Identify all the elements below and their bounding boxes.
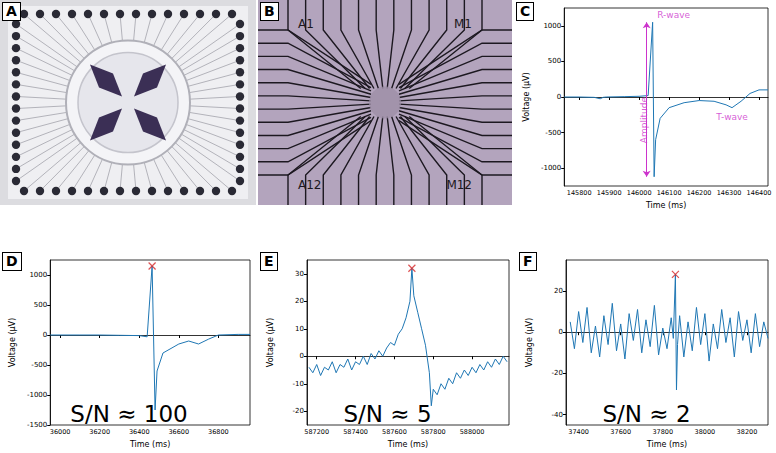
svg-text:146200: 146200 [687,189,712,197]
svg-text:M1: M1 [454,17,472,31]
svg-text:Voltage (μV): Voltage (μV) [8,318,17,367]
html-text:E: E [264,253,274,269]
svg-text:36600: 36600 [168,428,189,436]
svg-text:Voltage (μV): Voltage (μV) [522,72,531,121]
svg-text:38200: 38200 [737,428,758,436]
html-text:F: F [523,253,533,269]
svg-text:36400: 36400 [129,428,150,436]
svg-text:S/N ≈ 5: S/N ≈ 5 [343,401,431,427]
svg-text:1000: 1000 [29,271,47,279]
svg-text:-10: -10 [293,380,304,388]
svg-text:36200: 36200 [89,428,110,436]
svg-text:R-wave: R-wave [657,10,690,20]
svg-text:Time (ms): Time (ms) [129,440,170,449]
svg-text:37600: 37600 [610,428,631,436]
html-text:B: B [264,3,275,19]
svg-text:1000: 1000 [543,22,561,30]
html-text:A: A [6,3,17,19]
svg-text:S/N ≈ 100: S/N ≈ 100 [70,401,187,427]
svg-text:587800: 587800 [421,428,446,436]
svg-text:-500: -500 [545,129,561,137]
svg-text:37800: 37800 [652,428,673,436]
svg-text:-20: -20 [552,369,563,377]
svg-text:Amplitude: Amplitude [639,97,649,144]
svg-text:Time (ms): Time (ms) [645,201,686,210]
svg-text:588000: 588000 [460,428,485,436]
svg-text:37400: 37400 [568,428,589,436]
svg-text:Time (ms): Time (ms) [646,440,687,449]
svg-text:T-wave: T-wave [715,112,748,122]
svg-text:587400: 587400 [343,428,368,436]
svg-text:A1: A1 [298,17,314,31]
svg-text:-1500: -1500 [27,421,47,429]
svg-text:0: 0 [557,93,561,101]
svg-text:0: 0 [559,328,563,336]
html-text:D: D [6,253,18,269]
svg-text:146100: 146100 [657,189,682,197]
svg-text:0: 0 [43,331,47,339]
svg-text:146000: 146000 [627,189,652,197]
html-text:C: C [520,3,531,19]
svg-text:500: 500 [34,301,47,309]
svg-text:Time (ms): Time (ms) [387,440,428,449]
svg-text:145900: 145900 [597,189,622,197]
svg-text:20: 20 [554,287,563,295]
svg-text:0: 0 [300,352,304,360]
svg-text:36000: 36000 [50,428,71,436]
svg-text:36800: 36800 [208,428,229,436]
svg-text:146300: 146300 [717,189,742,197]
svg-text:M12: M12 [446,178,472,192]
svg-text:-20: -20 [293,407,304,415]
svg-text:38000: 38000 [695,428,716,436]
svg-text:145800: 145800 [567,189,592,197]
svg-text:Voltage (μV): Voltage (μV) [525,318,534,367]
svg-text:-1000: -1000 [541,164,561,172]
svg-text:-1000: -1000 [27,391,47,399]
svg-text:30: 30 [295,270,304,278]
svg-text:-40: -40 [552,411,563,419]
svg-text:20: 20 [295,297,304,305]
svg-text:500: 500 [548,57,561,65]
svg-text:10: 10 [295,325,304,333]
svg-text:S/N ≈ 2: S/N ≈ 2 [602,401,690,427]
svg-text:-500: -500 [31,361,47,369]
svg-text:587600: 587600 [382,428,407,436]
svg-text:587200: 587200 [304,428,329,436]
svg-text:146400: 146400 [747,189,772,197]
svg-text:Voltage (μV): Voltage (μV) [266,318,275,367]
svg-text:A12: A12 [298,178,321,192]
